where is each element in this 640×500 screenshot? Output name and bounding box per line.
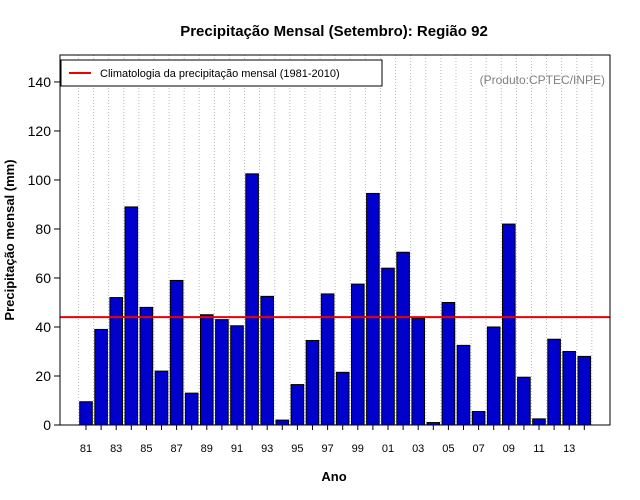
bar-08: [486, 326, 501, 426]
bar-13: [562, 350, 577, 426]
legend-label: Climatologia da precipitação mensal (198…: [100, 68, 340, 80]
bar-05: [441, 301, 456, 426]
chart-title: Precipitação Mensal (Setembro): Região 9…: [180, 23, 488, 40]
bar-97: [320, 293, 335, 426]
y-tick-label: 60: [35, 270, 51, 286]
y-axis-label: Precipitação mensal (mm): [2, 159, 17, 320]
y-tick-label: 40: [35, 319, 51, 335]
bar-93: [260, 295, 274, 426]
bar-10: [517, 376, 531, 426]
y-tick-label: 80: [35, 221, 51, 237]
bar-82: [94, 328, 108, 426]
x-tick-label: 11: [533, 443, 544, 455]
bar-09: [502, 223, 516, 426]
x-tick-label: 95: [291, 443, 303, 455]
x-tick-label: 87: [170, 443, 182, 455]
legend: Climatologia da precipitação mensal (198…: [60, 59, 383, 87]
bar-86: [154, 370, 169, 426]
x-tick-label: 99: [352, 443, 364, 455]
x-tick-label: 93: [261, 443, 273, 455]
bar-81: [79, 401, 93, 426]
bar-00: [366, 192, 380, 426]
bar-95: [290, 384, 305, 426]
bars: [79, 173, 592, 426]
x-tick-label: 01: [382, 443, 394, 455]
bar-94: [275, 419, 290, 426]
x-tick-label: 13: [563, 443, 575, 455]
bar-84: [124, 206, 139, 426]
bar-07: [471, 411, 486, 426]
y-axis: 0 20 40 60 80 100 120 140: [28, 74, 61, 433]
bar-90: [215, 319, 229, 426]
x-tick-label: 81: [80, 443, 92, 455]
bar-12: [547, 338, 561, 426]
x-tick-label: 83: [110, 443, 122, 455]
bar-99: [351, 283, 365, 426]
bar-11: [532, 418, 546, 426]
bar-02: [396, 251, 410, 426]
x-tick-label: 85: [140, 443, 152, 455]
x-axis-label: Ano: [321, 469, 346, 484]
bar-06: [456, 344, 471, 426]
x-tick-label: 89: [201, 443, 213, 455]
product-annotation: (Produto:CPTEC/INPE): [480, 73, 605, 87]
y-tick-label: 140: [28, 74, 52, 90]
bar-85: [139, 306, 154, 426]
x-tick-label: 91: [231, 443, 243, 455]
y-tick-label: 20: [35, 368, 51, 384]
x-tick-label: 07: [472, 443, 484, 455]
bar-96: [305, 339, 320, 426]
x-tick-label: 97: [321, 443, 333, 455]
bar-88: [184, 392, 199, 426]
bar-87: [169, 279, 184, 426]
x-tick-label: 09: [503, 443, 515, 455]
bar-14: [577, 355, 592, 426]
x-axis: 81 83 85 87 89 91 93 95 97 99 01 03 05 07 09 11 13: [80, 425, 585, 455]
y-tick-label: 120: [28, 123, 52, 139]
bar-03: [411, 317, 425, 426]
legend-box: [60, 59, 383, 87]
bar-01: [381, 267, 395, 426]
bar-92: [245, 173, 259, 426]
x-tick-label: 05: [442, 443, 454, 455]
x-tick-label: 03: [412, 443, 424, 455]
bar-91: [230, 325, 244, 426]
bar-89: [200, 314, 214, 426]
y-tick-label: 0: [43, 417, 51, 433]
y-tick-label: 100: [28, 172, 52, 188]
bar-98: [335, 371, 350, 426]
